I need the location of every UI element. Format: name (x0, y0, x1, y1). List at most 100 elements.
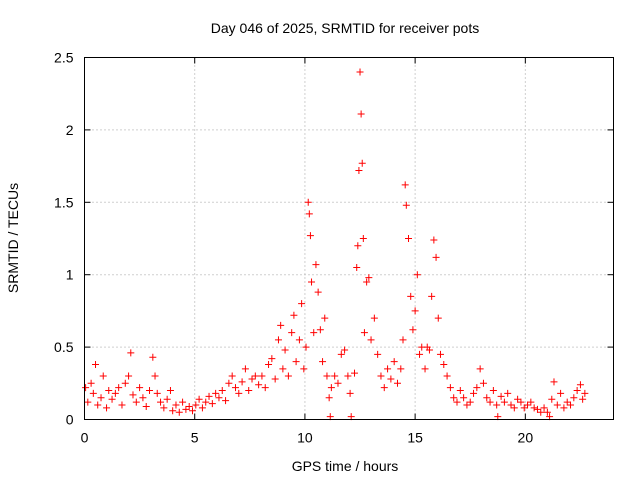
data-point (473, 384, 481, 392)
data-point (136, 384, 144, 392)
data-point (185, 402, 193, 410)
data-point (304, 198, 312, 206)
data-point (175, 408, 183, 416)
data-point (92, 360, 100, 368)
data-point (205, 392, 213, 400)
tick-labels: 0 5 10 15 20 0 0.5 1 1.5 2 2.5 (54, 50, 533, 446)
data-point (346, 389, 354, 397)
data-point (476, 365, 484, 373)
data-point (367, 336, 375, 344)
data-point (527, 398, 535, 406)
data-point (337, 350, 345, 358)
data-point (530, 404, 538, 412)
data-point (129, 391, 137, 399)
data-point (208, 400, 216, 408)
data-point (413, 271, 421, 279)
data-point (295, 336, 303, 344)
data-point (198, 404, 206, 412)
y-tick-label: 0 (66, 412, 74, 428)
data-point (453, 398, 461, 406)
data-point (288, 329, 296, 337)
data-point (416, 350, 424, 358)
data-point (563, 398, 571, 406)
data-point (370, 314, 378, 322)
data-point (118, 401, 126, 409)
data-point (402, 201, 410, 209)
data-point (380, 384, 388, 392)
data-point (139, 394, 147, 402)
data-point (108, 395, 116, 403)
data-point (489, 387, 497, 395)
data-point (581, 389, 589, 397)
data-point (153, 389, 161, 397)
data-point (115, 384, 123, 392)
data-point (341, 346, 349, 354)
data-point (327, 384, 335, 392)
data-point (105, 387, 113, 395)
data-point (486, 398, 494, 406)
data-point (514, 395, 522, 403)
data-point (460, 394, 468, 402)
data-point (321, 314, 329, 322)
data-point (306, 232, 314, 240)
data-point (456, 387, 464, 395)
data-point (265, 360, 273, 368)
y-axis-label: SRMTID / TECUs (5, 183, 21, 293)
data-point (407, 292, 415, 300)
data-point (354, 242, 362, 250)
data-point (553, 401, 561, 409)
data-point (225, 379, 233, 387)
data-point (245, 387, 253, 395)
data-point (274, 336, 282, 344)
data-point (215, 394, 223, 402)
data-point (353, 263, 361, 271)
data-point (310, 329, 318, 337)
data-point (103, 404, 111, 412)
data-point (189, 407, 197, 415)
data-point (331, 372, 339, 380)
y-tick-label: 2.5 (54, 50, 74, 66)
data-point (520, 404, 528, 412)
data-point (323, 372, 331, 380)
data-point (356, 68, 364, 76)
data-point (399, 336, 407, 344)
data-point (570, 394, 578, 402)
data-point (218, 387, 226, 395)
data-point (411, 307, 419, 315)
data-point (231, 384, 239, 392)
data-point (192, 401, 200, 409)
data-point (483, 394, 491, 402)
data-point (434, 314, 442, 322)
data-point (466, 398, 474, 406)
x-tick-label: 15 (407, 430, 423, 446)
data-point (238, 378, 246, 386)
data-point (172, 401, 180, 409)
y-tick-label: 1 (66, 267, 74, 283)
data-point (235, 389, 243, 397)
data-point (493, 401, 501, 409)
y-tick-label: 1.5 (54, 194, 74, 210)
data-point (261, 384, 269, 392)
data-point (540, 404, 548, 412)
data-point (298, 300, 306, 308)
data-point (84, 398, 92, 406)
data-point (82, 384, 90, 392)
data-point (384, 365, 392, 373)
data-point (151, 372, 159, 380)
data-point (195, 395, 203, 403)
data-point (425, 346, 433, 354)
data-point (504, 389, 512, 397)
data-point (500, 398, 508, 406)
data-point (279, 365, 287, 373)
data-point (316, 326, 324, 334)
data-point (470, 389, 478, 397)
x-tick-label: 0 (81, 430, 89, 446)
data-point (533, 405, 541, 413)
data-point (127, 349, 135, 357)
axis-ticks (84, 57, 614, 420)
data-point (573, 387, 581, 395)
data-point (271, 375, 279, 383)
data-point (284, 372, 292, 380)
data-point (393, 379, 401, 387)
